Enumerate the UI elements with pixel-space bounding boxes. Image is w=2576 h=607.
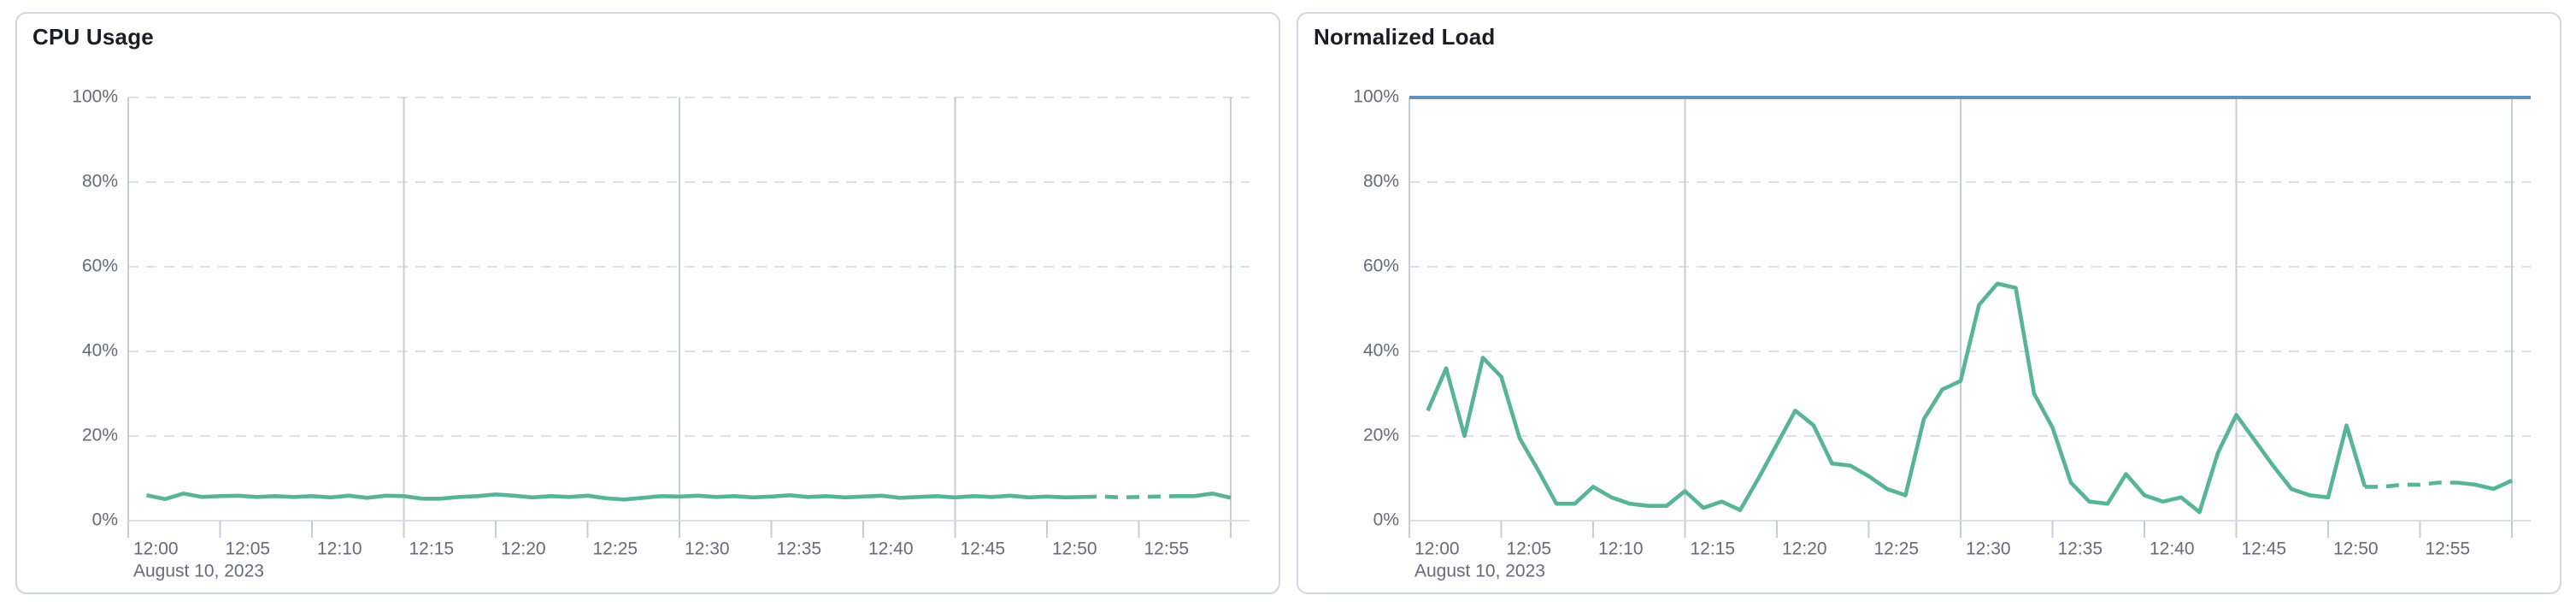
horizontal-gridlines (128, 97, 1250, 437)
svg-text:12:00: 12:00 (1414, 539, 1460, 558)
chart-title-cpu-usage: CPU Usage (32, 24, 154, 50)
horizontal-gridlines (1409, 97, 2531, 437)
svg-text:12:05: 12:05 (226, 539, 271, 558)
svg-text:12:10: 12:10 (317, 539, 362, 558)
svg-text:40%: 40% (82, 341, 118, 361)
svg-text:12:50: 12:50 (1052, 539, 1097, 558)
svg-text:12:55: 12:55 (2426, 539, 2471, 558)
date-label: August 10, 2023 (1414, 561, 1545, 580)
svg-text:12:30: 12:30 (1966, 539, 2011, 558)
cpu-usage-plot-area[interactable]: 12:00 12:05 12:10 12:15 12:20 12:25 12:30 12:35… (17, 14, 1279, 592)
svg-text:100%: 100% (72, 87, 118, 107)
vertical-gridlines (1409, 97, 2513, 538)
y-axis-labels: 0% 20% 40% 60% 80% 100% (72, 87, 118, 530)
svg-text:100%: 100% (1353, 87, 1399, 107)
svg-text:40%: 40% (1363, 341, 1399, 361)
cpu-usage-line (146, 491, 1232, 502)
svg-text:12:25: 12:25 (1874, 539, 1920, 558)
svg-text:0%: 0% (1373, 510, 1399, 530)
svg-text:12:20: 12:20 (501, 539, 546, 558)
x-axis (1409, 520, 2531, 538)
svg-text:12:40: 12:40 (2150, 539, 2195, 558)
svg-text:12:40: 12:40 (868, 539, 914, 558)
cpu-usage-card: CPU Usage 12:00 12:05 12:10 12:15 12:20 12:25… (15, 12, 1280, 594)
svg-text:60%: 60% (1363, 256, 1399, 276)
svg-text:20%: 20% (82, 426, 118, 445)
svg-text:12:55: 12:55 (1144, 539, 1190, 558)
x-axis-labels: 12:00 12:05 12:10 12:15 12:20 12:25 12:30 12:35… (1414, 539, 2470, 580)
svg-text:80%: 80% (1363, 172, 1399, 192)
normalized-load-line (1426, 281, 2513, 515)
normalized-load-card: Normalized Load 12:00 12:05 12:10 12:15 12:2… (1297, 12, 2561, 594)
svg-text:12:45: 12:45 (961, 539, 1006, 558)
svg-text:12:15: 12:15 (1691, 539, 1736, 558)
svg-text:20%: 20% (1363, 426, 1399, 445)
chart-title-normalized-load: Normalized Load (1314, 24, 1496, 50)
svg-text:12:10: 12:10 (1598, 539, 1644, 558)
svg-text:12:05: 12:05 (1507, 539, 1552, 558)
svg-text:12:00: 12:00 (133, 539, 179, 558)
svg-text:12:15: 12:15 (409, 539, 455, 558)
svg-text:12:45: 12:45 (2242, 539, 2287, 558)
svg-text:12:30: 12:30 (685, 539, 730, 558)
svg-text:12:35: 12:35 (777, 539, 822, 558)
date-label: August 10, 2023 (133, 561, 264, 580)
svg-text:12:35: 12:35 (2058, 539, 2103, 558)
svg-text:0%: 0% (92, 510, 118, 530)
svg-text:60%: 60% (82, 256, 118, 276)
normalized-load-plot-area[interactable]: 12:00 12:05 12:10 12:15 12:20 12:25 12:30 12:35… (1298, 14, 2560, 592)
x-axis-labels: 12:00 12:05 12:10 12:15 12:20 12:25 12:30 12:35… (133, 539, 1189, 580)
vertical-gridlines (127, 97, 1232, 538)
y-axis-labels: 0% 20% 40% 60% 80% 100% (1353, 87, 1399, 530)
svg-text:80%: 80% (82, 172, 118, 192)
x-axis (127, 520, 1250, 538)
svg-text:12:25: 12:25 (593, 539, 638, 558)
svg-text:12:50: 12:50 (2333, 539, 2379, 558)
svg-text:12:20: 12:20 (1782, 539, 1827, 558)
